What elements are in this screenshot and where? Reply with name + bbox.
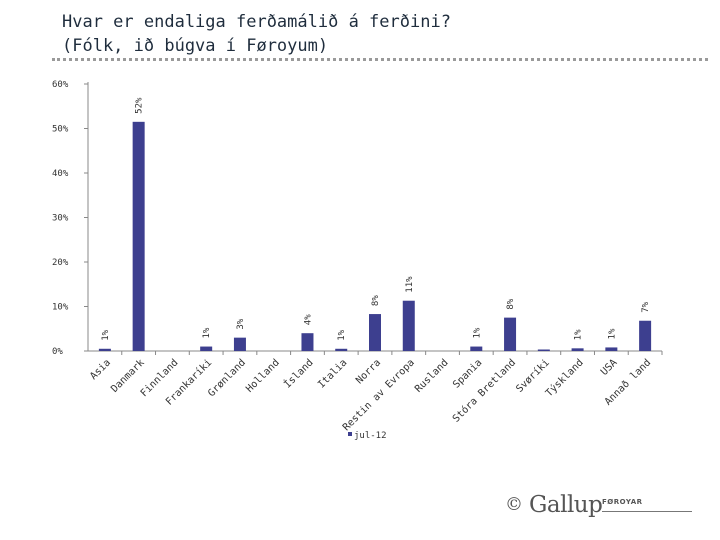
data-label: 1% xyxy=(101,329,111,340)
chart-title: Hvar er endaliga ferðamálið á ferðini? (… xyxy=(62,10,451,58)
y-tick-label: 20% xyxy=(52,258,69,268)
category-label: Rusland xyxy=(413,357,451,395)
title-divider xyxy=(52,58,708,61)
y-tick-label: 0% xyxy=(52,347,63,357)
category-label: Asia xyxy=(88,357,113,382)
data-label: 52% xyxy=(135,97,145,114)
data-label: 8% xyxy=(371,295,381,306)
bar xyxy=(369,314,381,351)
copyright-symbol: © xyxy=(505,494,523,515)
y-tick-label: 10% xyxy=(52,303,69,313)
bar xyxy=(402,300,415,351)
y-tick-label: 60% xyxy=(52,80,69,90)
legend-label: jul-12 xyxy=(354,431,387,441)
title-line-2: (Fólk, ið búgva í Føroyum) xyxy=(62,36,329,56)
category-label: Norra xyxy=(354,357,383,386)
bar xyxy=(98,348,111,351)
bar xyxy=(200,346,213,351)
gallup-logo: © Gallup FØROYAR xyxy=(505,492,695,522)
bar xyxy=(335,348,348,351)
data-label: 1% xyxy=(574,329,584,340)
data-label: 8% xyxy=(506,298,516,309)
category-label: Spania xyxy=(451,357,484,390)
y-tick-label: 40% xyxy=(52,169,69,179)
bar xyxy=(504,317,517,351)
category-label: USA xyxy=(599,357,620,378)
title-line-1: Hvar er endaliga ferðamálið á ferðini? xyxy=(62,12,451,32)
data-label: 1% xyxy=(472,327,482,338)
category-label: Ísland xyxy=(281,356,316,391)
bar xyxy=(571,348,584,351)
bar xyxy=(605,347,618,351)
data-label: 1% xyxy=(607,328,617,339)
category-label: Holland xyxy=(244,357,282,395)
data-label: 7% xyxy=(641,301,651,312)
y-tick-label: 30% xyxy=(52,214,69,224)
legend-swatch xyxy=(348,432,352,436)
data-label: 1% xyxy=(202,327,212,338)
bar xyxy=(639,320,652,351)
bar xyxy=(132,121,145,351)
data-label: 11% xyxy=(405,276,415,293)
data-label: 3% xyxy=(236,318,246,329)
bar xyxy=(233,337,246,351)
logo-sub: FØROYAR xyxy=(602,498,643,506)
bar xyxy=(301,333,314,351)
data-label: 1% xyxy=(337,329,347,340)
logo-rule xyxy=(602,511,692,512)
category-label: Stóra Bretland xyxy=(450,357,518,425)
y-tick-label: 50% xyxy=(52,125,69,135)
category-label: Italia xyxy=(316,357,349,390)
logo-brand: Gallup xyxy=(529,492,603,518)
data-label: 4% xyxy=(303,314,313,325)
bar xyxy=(470,346,483,351)
bar xyxy=(537,349,550,351)
